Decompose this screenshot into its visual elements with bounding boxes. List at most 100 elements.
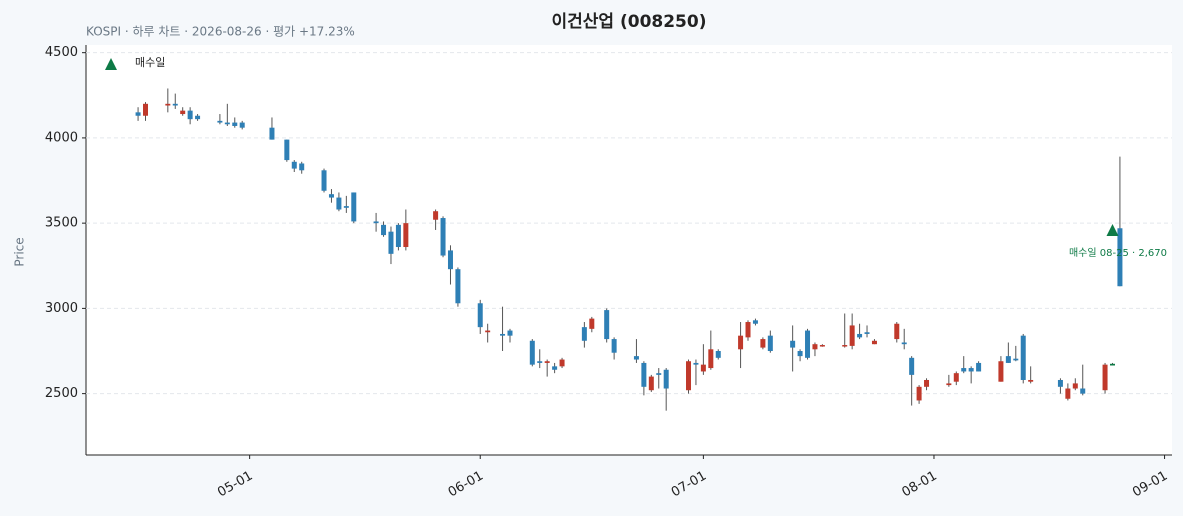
- candle-body: [559, 359, 565, 367]
- candle-body: [760, 339, 766, 348]
- candle-body: [812, 344, 818, 350]
- x-tick-label: 05-01: [215, 469, 255, 501]
- legend-marker: [105, 58, 117, 70]
- candle-body: [291, 161, 297, 169]
- candle-body: [842, 345, 848, 347]
- candle-body: [1109, 363, 1115, 366]
- candle-body: [581, 327, 587, 341]
- candle-body: [328, 194, 334, 198]
- candle-body: [663, 369, 669, 389]
- candle-body: [864, 332, 870, 334]
- candle-body: [537, 361, 543, 363]
- candle-body: [715, 351, 721, 358]
- candle-body: [284, 139, 290, 161]
- candle-body: [172, 103, 178, 106]
- candle-body: [1020, 335, 1026, 380]
- chart-subtitle: KOSPI · 하루 차트 · 2026-08-26 · 평가 +17.23%: [86, 25, 355, 39]
- candle-body: [529, 340, 535, 365]
- candle-body: [1057, 379, 1063, 387]
- chart-title: 이건산업 (008250): [552, 12, 707, 32]
- candle-body: [224, 122, 230, 125]
- candle-body: [946, 383, 952, 386]
- candle-body: [924, 379, 930, 387]
- candle-body: [857, 333, 863, 338]
- candle-body: [998, 361, 1004, 382]
- candle-body: [239, 122, 245, 128]
- buy-marker: [1106, 223, 1119, 236]
- candle-body: [604, 310, 610, 340]
- candle-body: [1117, 228, 1123, 287]
- candle-body: [440, 218, 446, 256]
- candle-body: [1005, 356, 1011, 363]
- candle-body: [641, 362, 647, 387]
- candle-body: [611, 339, 617, 353]
- candle-body: [1013, 358, 1019, 361]
- candle-body: [797, 351, 803, 357]
- candle-body: [849, 325, 855, 346]
- candle-body: [700, 364, 706, 372]
- legend-label: 매수일: [135, 55, 165, 69]
- candle-body: [961, 368, 967, 372]
- candle-body: [485, 330, 491, 333]
- candle-body: [901, 342, 907, 345]
- x-tick-label: 07-01: [669, 469, 709, 501]
- candle-body: [447, 250, 453, 270]
- candle-body: [686, 361, 692, 391]
- candle-body: [351, 192, 357, 222]
- candle-body: [968, 368, 974, 372]
- candle-body: [180, 110, 186, 115]
- plot-area: [86, 45, 1172, 455]
- candle-body: [916, 386, 922, 401]
- buy-annotation: 매수일 08-25 · 2,670: [1069, 247, 1167, 259]
- candle-body: [552, 366, 558, 370]
- candle-body: [656, 373, 662, 375]
- candle-body: [343, 206, 349, 208]
- candle-body: [871, 340, 877, 345]
- candle-body: [388, 231, 394, 254]
- candle-body: [195, 115, 201, 120]
- candle-body: [745, 322, 751, 338]
- candle-body: [738, 335, 744, 350]
- candle-body: [336, 197, 342, 210]
- y-tick-label: 4000: [45, 130, 78, 145]
- candle-body: [477, 303, 483, 328]
- y-tick-label: 2500: [45, 386, 78, 401]
- y-tick-label: 4500: [45, 45, 78, 60]
- candle-body: [1028, 379, 1034, 382]
- x-tick-label: 08-01: [900, 469, 940, 501]
- candle-body: [143, 103, 149, 116]
- candle-body: [433, 211, 439, 220]
- candle-body: [633, 356, 639, 360]
- candle-body: [395, 224, 401, 248]
- candle-body: [403, 223, 409, 248]
- y-tick-label: 3000: [45, 301, 78, 316]
- candle-body: [165, 103, 171, 106]
- x-tick-label: 09-01: [1130, 469, 1170, 501]
- candle-body: [321, 170, 327, 191]
- candle-body: [752, 320, 758, 324]
- candle-body: [953, 373, 959, 382]
- candle-body: [232, 122, 238, 126]
- candle-body: [455, 269, 461, 304]
- candle-body: [894, 323, 900, 340]
- candle-body: [544, 361, 550, 363]
- candle-body: [976, 362, 982, 372]
- y-tick-label: 3500: [45, 216, 78, 231]
- candle-body: [381, 224, 387, 236]
- candle-body: [1065, 388, 1071, 399]
- candle-body: [708, 349, 714, 369]
- candle-body: [648, 376, 654, 391]
- candle-body: [135, 112, 141, 116]
- candle-body: [217, 120, 223, 123]
- candle-body: [1102, 364, 1108, 391]
- candle-body: [507, 330, 513, 336]
- candle-body: [589, 318, 595, 329]
- candle-body: [269, 127, 275, 140]
- candle-body: [1072, 383, 1078, 389]
- x-tick-label: 06-01: [446, 469, 486, 501]
- candle-body: [693, 362, 699, 365]
- y-axis-label: Price: [13, 237, 27, 266]
- candle-body: [805, 330, 811, 358]
